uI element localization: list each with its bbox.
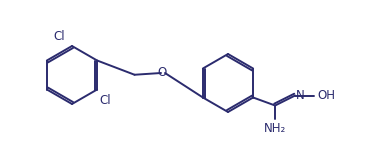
Text: NH₂: NH₂	[264, 122, 286, 135]
Text: N: N	[296, 89, 305, 102]
Text: OH: OH	[317, 89, 335, 102]
Text: Cl: Cl	[53, 30, 65, 43]
Text: Cl: Cl	[99, 93, 111, 106]
Text: O: O	[158, 66, 167, 79]
